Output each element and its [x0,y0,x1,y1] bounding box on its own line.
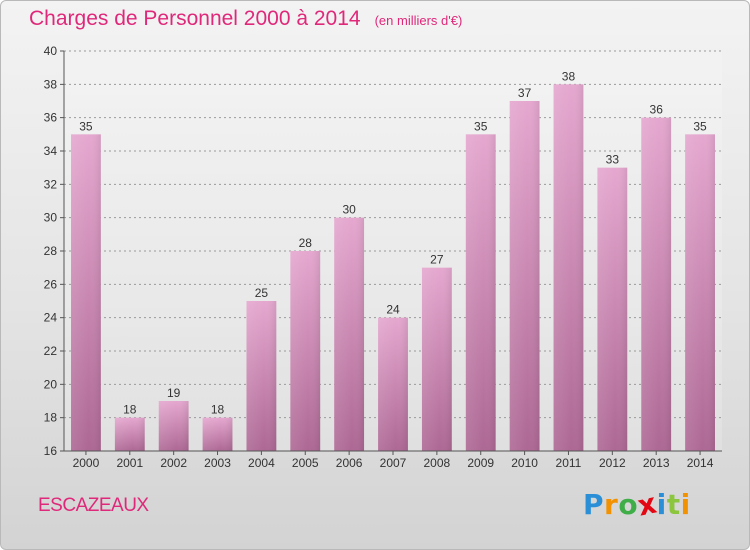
bar-2011: 38 [553,69,584,451]
value-label: 37 [518,86,532,100]
value-label: 35 [693,119,707,133]
y-tick-label: 32 [44,177,58,191]
bar-shading [334,217,365,451]
y-tick-label: 22 [44,344,58,358]
y-tick-label: 40 [44,44,58,58]
x-tick-label: 2009 [467,456,494,470]
bar-shading [71,134,101,452]
chart-title-block: Charges de Personnel 2000 à 2014 (en mill… [29,7,462,31]
chart-title: Charges de Personnel 2000 à 2014 [29,7,361,30]
x-tick-label: 2005 [292,456,319,470]
y-tick-label: 26 [44,277,58,291]
y-tick-label: 24 [44,311,58,325]
value-label: 18 [211,403,225,417]
logo-letter: i [680,488,691,521]
bar-shading [378,317,408,451]
logo-letter: i [656,488,667,521]
proxiti-logo: Proxiti [583,486,691,522]
bar-2004: 25 [246,286,277,451]
bar-2001: 18 [114,403,145,451]
x-tick-label: 2007 [380,456,407,470]
chart-subtitle: (en milliers d'€) [374,13,463,28]
x-tick-label: 2000 [73,456,100,470]
commune-name: ESCAZEAUX [38,495,149,516]
y-tick-label: 30 [44,211,58,225]
bar-2007: 24 [378,303,408,451]
x-tick-label: 2002 [160,456,187,470]
logo-letter: o [618,488,639,521]
bar-2009: 35 [465,119,496,452]
x-tick-label: 2010 [511,456,538,470]
bar-shading [509,101,540,451]
value-label: 19 [167,386,181,400]
bar-2010: 37 [509,86,540,451]
x-tick-label: 2011 [556,456,582,470]
value-label: 36 [650,103,664,117]
y-tick-label: 28 [44,244,58,258]
bar-2013: 36 [641,103,672,452]
bar-2005: 28 [290,236,321,451]
bar-shading [421,267,452,451]
y-tick-label: 38 [44,77,58,91]
bar-2000: 35 [71,119,101,452]
value-label: 30 [342,203,356,217]
bar-shading [246,301,277,451]
x-tick-label: 2012 [599,456,626,470]
y-tick-label: 34 [44,144,58,158]
value-label: 27 [430,253,444,267]
logo-letter: t [666,488,681,521]
value-label: 25 [255,286,269,300]
x-tick-label: 2001 [116,456,143,470]
bar-shading [553,84,584,451]
x-tick-label: 2008 [424,456,451,470]
x-tick-label: 2013 [643,456,670,470]
bar-2006: 30 [334,203,365,451]
bar-2002: 19 [158,386,189,451]
bar-shading [685,134,715,452]
value-label: 35 [474,119,488,133]
value-label: 35 [79,119,93,133]
bar-2008: 27 [421,253,452,451]
x-tick-label: 2004 [248,456,275,470]
x-tick-label: 2006 [336,456,363,470]
value-label: 28 [299,236,313,250]
bar-shading [290,251,321,451]
y-tick-label: 20 [44,377,58,391]
bar-shading [597,167,628,451]
x-tick-label: 2014 [687,456,714,470]
y-tick-label: 16 [44,444,58,458]
value-label: 18 [123,403,137,417]
bar-shading [465,134,496,452]
value-label: 24 [386,303,400,317]
bar-2003: 18 [202,403,233,451]
bar-2014: 35 [685,119,715,452]
y-tick-label: 36 [44,111,58,125]
logo-letter: r [604,488,619,521]
value-label: 33 [606,153,620,167]
bar-shading [641,117,672,452]
bar-shading [158,401,189,451]
bar-shading [202,417,233,451]
logo-letter: P [583,488,605,521]
bar-2012: 33 [597,153,628,451]
value-label: 38 [562,69,576,83]
x-tick-label: 2003 [204,456,231,470]
bar-shading [114,417,145,451]
y-tick-label: 18 [44,411,58,425]
